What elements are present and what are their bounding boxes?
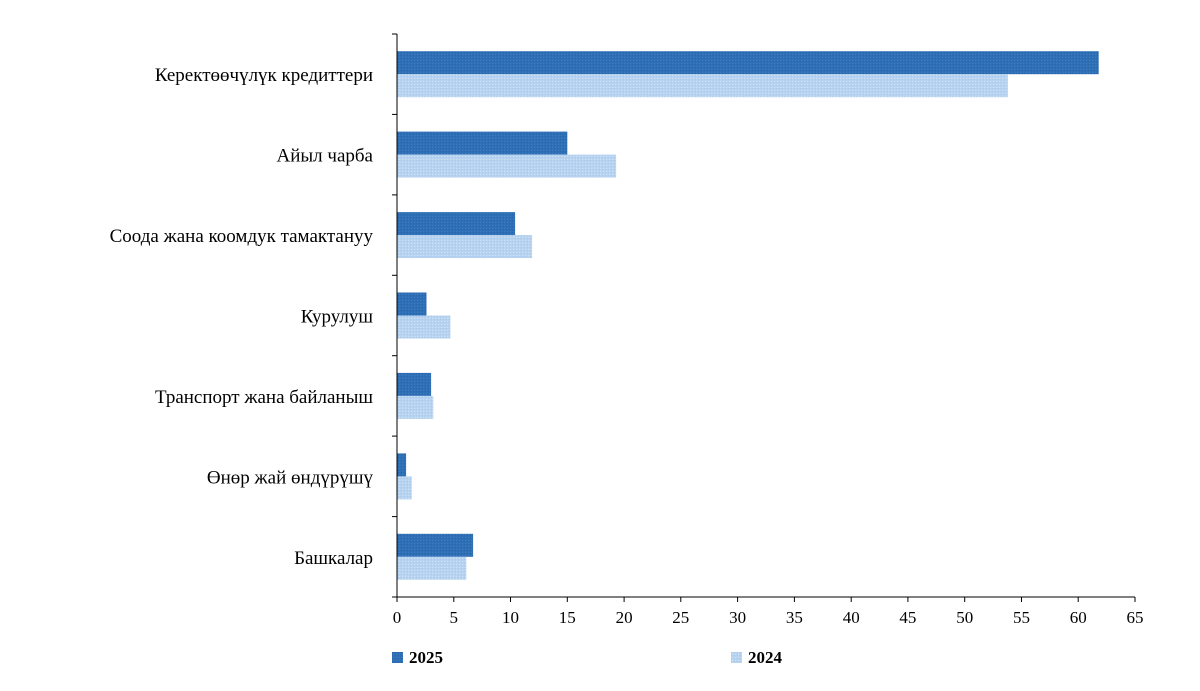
bar-2025: [397, 212, 516, 236]
bar-2024: [397, 395, 434, 419]
legend-label-2024: 2024: [748, 648, 783, 667]
x-tick-label: 30: [729, 608, 746, 627]
x-tick-label: 40: [843, 608, 860, 627]
category-label: Өнөр жай өндүрүшү: [207, 467, 374, 488]
category-label: Айыл чарба: [277, 146, 374, 167]
category-label: Керектөөчүлүк кредиттери: [155, 65, 373, 86]
x-axis: 0 5 10 15 20 25 30 35 40 45 50 55 60 65: [392, 33, 1144, 627]
x-tick-label: 60: [1070, 608, 1087, 627]
x-tick-label: 45: [899, 608, 916, 627]
x-tick-label: 35: [786, 608, 803, 627]
x-tick-label: 5: [450, 608, 459, 627]
bar-2025: [397, 372, 432, 396]
legend: 2025 2024: [392, 648, 783, 667]
bar-2024: [397, 74, 1008, 98]
x-tick-label: 25: [672, 608, 689, 627]
bar-2025: [397, 533, 474, 557]
bar-2024: [397, 476, 412, 500]
legend-swatch-2025: [392, 652, 403, 663]
bar-2025: [397, 292, 427, 316]
x-tick-label: 0: [393, 608, 402, 627]
bar-2024: [397, 556, 467, 580]
x-tick-label: 20: [616, 608, 633, 627]
category-label: Транспорт жана байланыш: [155, 387, 373, 408]
category-label: Башкалар: [294, 548, 373, 569]
x-tick-label: 10: [502, 608, 519, 627]
bar-2024: [397, 315, 451, 339]
bar-2025: [397, 453, 407, 477]
category-label: Соода жана коомдук тамактануу: [110, 226, 374, 247]
x-tick-label: 15: [559, 608, 576, 627]
bars-layer: [397, 51, 1099, 580]
bar-2025: [397, 51, 1099, 75]
category-labels: Керектөөчүлүк кредиттери Айыл чарба Соода …: [110, 65, 374, 569]
legend-swatch-2024: [731, 652, 742, 663]
bar-2024: [397, 235, 533, 259]
category-label: Курулуш: [301, 307, 374, 328]
bar-2025: [397, 131, 568, 155]
legend-label-2025: 2025: [409, 648, 443, 667]
x-tick-label: 65: [1127, 608, 1144, 627]
bar-2024: [397, 154, 617, 178]
x-tick-label: 50: [956, 608, 973, 627]
x-tick-label: 55: [1013, 608, 1030, 627]
